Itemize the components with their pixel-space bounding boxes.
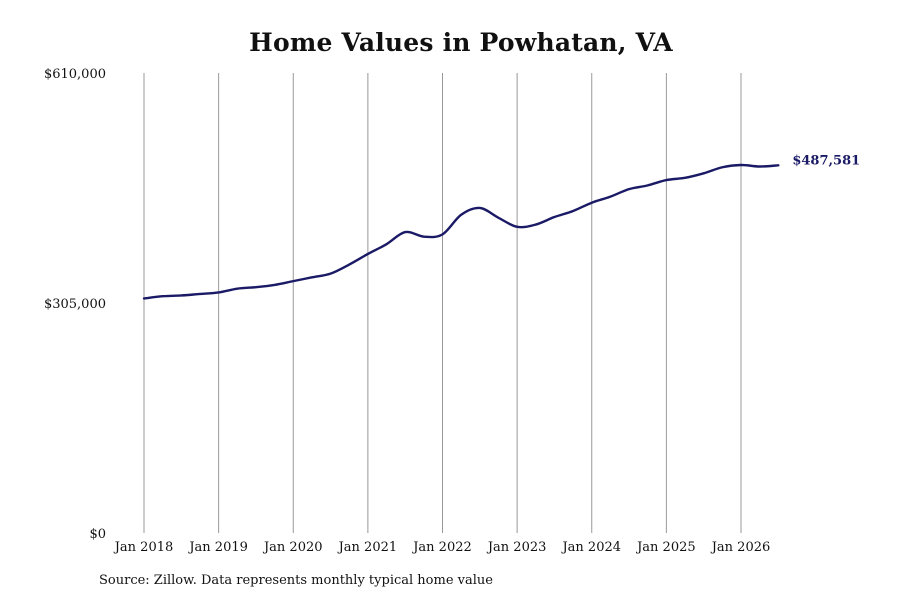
- x-tick-label-7: Jan 2025: [635, 540, 696, 555]
- source-note: Source: Zillow. Data represents monthly …: [99, 573, 493, 588]
- x-tick-label-3: Jan 2021: [337, 540, 398, 555]
- x-tick-label-4: Jan 2022: [411, 540, 472, 555]
- end-value-label: $487,581: [792, 153, 860, 168]
- y-tick-label-0: $0: [89, 527, 106, 542]
- x-tick-label-8: Jan 2026: [710, 540, 771, 555]
- x-tick-label-2: Jan 2020: [262, 540, 323, 555]
- series-layer: [142, 163, 780, 300]
- y-tick-label-2: $610,000: [44, 67, 106, 82]
- x-tick-label-1: Jan 2019: [187, 540, 248, 555]
- x-tick-label-6: Jan 2024: [560, 540, 621, 555]
- x-tick-label-5: Jan 2023: [486, 540, 547, 555]
- y-tick-label-1: $305,000: [44, 297, 106, 312]
- y-axis-tick-labels: $0 $305,000 $610,000: [44, 67, 106, 542]
- end-value-label-layer: $487,581: [792, 153, 860, 168]
- series-line-home-value: [142, 163, 780, 300]
- x-tick-label-0: Jan 2018: [113, 540, 174, 555]
- vertical-gridlines: [143, 73, 742, 533]
- x-axis-tick-labels: Jan 2018 Jan 2019 Jan 2020 Jan 2021 Jan 2022…: [113, 540, 771, 555]
- chart-title: Home Values in Powhatan, VA: [249, 28, 673, 57]
